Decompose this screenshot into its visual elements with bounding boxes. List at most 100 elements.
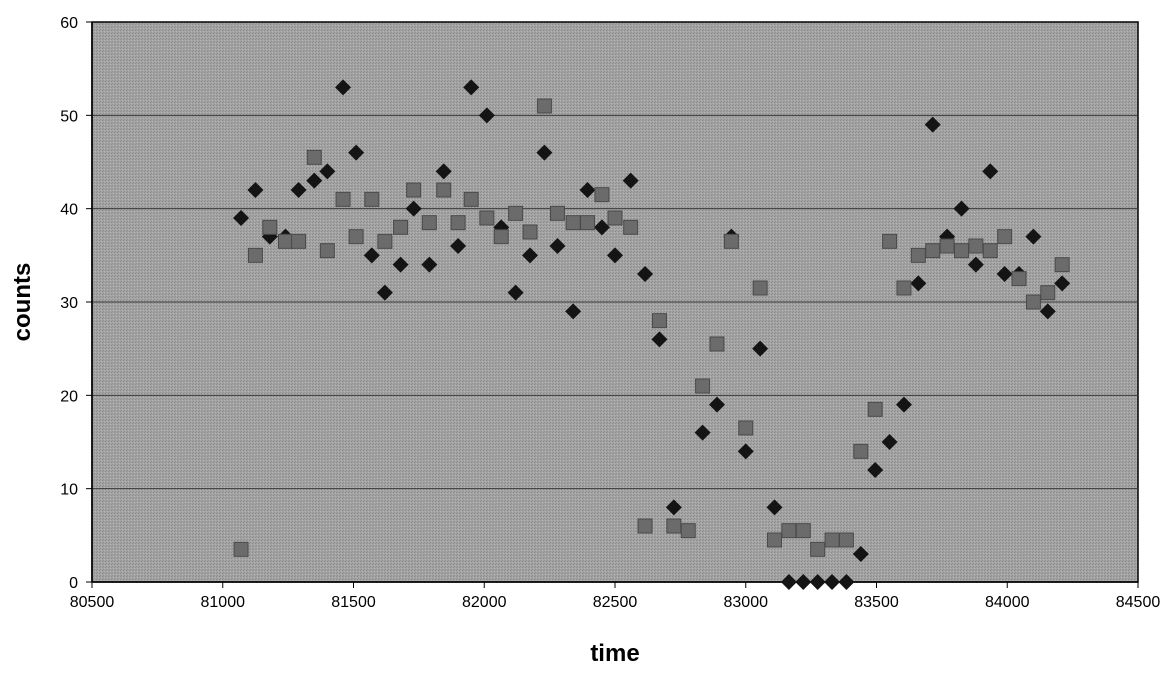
square-point <box>882 233 898 249</box>
square-point <box>436 182 452 198</box>
square-point <box>853 443 869 459</box>
square-point <box>709 336 725 352</box>
square-point <box>824 532 840 548</box>
square-point <box>594 187 610 203</box>
square-point <box>463 191 479 207</box>
square-point <box>508 205 524 221</box>
diamond-point <box>579 182 596 198</box>
diamond-point <box>708 396 725 413</box>
diamond-point <box>463 79 480 96</box>
y-tick-label: 0 <box>69 575 78 592</box>
square-point <box>335 191 351 207</box>
diamond-point <box>867 462 884 478</box>
diamond-point <box>290 182 307 198</box>
gridlines <box>92 114 1138 490</box>
diamond-point <box>405 200 422 217</box>
square-point <box>781 523 797 539</box>
diamond-point <box>306 172 323 189</box>
y-tick-label: 50 <box>60 108 78 125</box>
x-tick-label: 81500 <box>331 594 376 611</box>
diamond-point <box>737 443 754 460</box>
square-point <box>953 243 969 259</box>
square-point <box>910 247 926 263</box>
square-point <box>637 518 653 534</box>
square-point <box>738 420 754 436</box>
square-point <box>479 210 495 226</box>
square-point <box>536 98 552 114</box>
diamond-point <box>421 256 438 273</box>
square-point <box>651 313 667 329</box>
diamond-point <box>838 574 855 590</box>
square-point <box>695 378 711 394</box>
diamond-point <box>1039 303 1056 320</box>
diamond-point <box>694 424 711 441</box>
y-tick-label: 20 <box>60 388 78 405</box>
diamond-point <box>247 182 264 198</box>
diamond-point <box>607 247 623 264</box>
square-point <box>607 210 623 226</box>
square-point <box>377 233 393 249</box>
diamond-point <box>622 172 639 189</box>
diamond-series <box>233 79 1071 590</box>
square-point <box>968 238 984 254</box>
x-tick-label: 83000 <box>724 594 769 611</box>
square-point <box>767 532 783 548</box>
diamond-point <box>536 144 553 161</box>
square-point <box>522 224 538 240</box>
square-point <box>580 215 596 231</box>
square-point <box>1054 257 1070 273</box>
square-point <box>450 215 466 231</box>
square-point <box>364 191 380 207</box>
diamond-point <box>565 303 582 320</box>
square-point <box>278 233 294 249</box>
diamond-point <box>809 574 826 590</box>
square-point <box>306 149 322 165</box>
diamond-point <box>435 163 452 180</box>
y-axis-ticks: 0 10 20 30 40 50 60 <box>60 15 92 592</box>
x-axis-title: time <box>590 640 639 667</box>
y-axis-title: counts <box>9 263 36 342</box>
square-point <box>925 243 941 259</box>
square-point <box>666 518 682 534</box>
diamond-point <box>335 79 352 96</box>
x-tick-label: 84000 <box>985 594 1030 611</box>
diamond-point <box>478 107 495 124</box>
square-point <box>1040 285 1056 301</box>
x-tick-label: 82500 <box>593 594 638 611</box>
x-tick-label: 82000 <box>462 594 507 611</box>
square-point <box>247 247 263 263</box>
diamond-point <box>910 275 927 292</box>
square-point <box>680 523 696 539</box>
diamond-point <box>824 574 841 590</box>
y-tick-label: 40 <box>60 202 78 219</box>
square-point <box>723 233 739 249</box>
diamond-point <box>852 546 869 562</box>
x-tick-label: 81000 <box>201 594 246 611</box>
square-point <box>752 280 768 296</box>
square-point <box>549 205 565 221</box>
square-point <box>421 215 437 231</box>
diamond-point <box>982 163 999 180</box>
square-point <box>997 229 1013 245</box>
square-point <box>867 401 883 417</box>
square-point <box>939 238 955 254</box>
diamond-point <box>780 574 797 590</box>
y-tick-label: 10 <box>60 482 78 499</box>
square-point <box>393 219 409 235</box>
diamond-point <box>392 256 409 273</box>
diamond-point <box>507 284 524 301</box>
square-point <box>406 182 422 198</box>
square-point <box>623 219 639 235</box>
y-tick-label: 60 <box>60 15 78 32</box>
square-point <box>233 541 249 557</box>
square-point <box>795 523 811 539</box>
diamond-point <box>593 219 610 236</box>
square-point <box>896 280 912 296</box>
diamond-point <box>1054 275 1071 292</box>
square-point <box>838 532 854 548</box>
square-point <box>493 229 509 245</box>
diamond-point <box>233 210 250 226</box>
diamond-point <box>967 256 984 273</box>
